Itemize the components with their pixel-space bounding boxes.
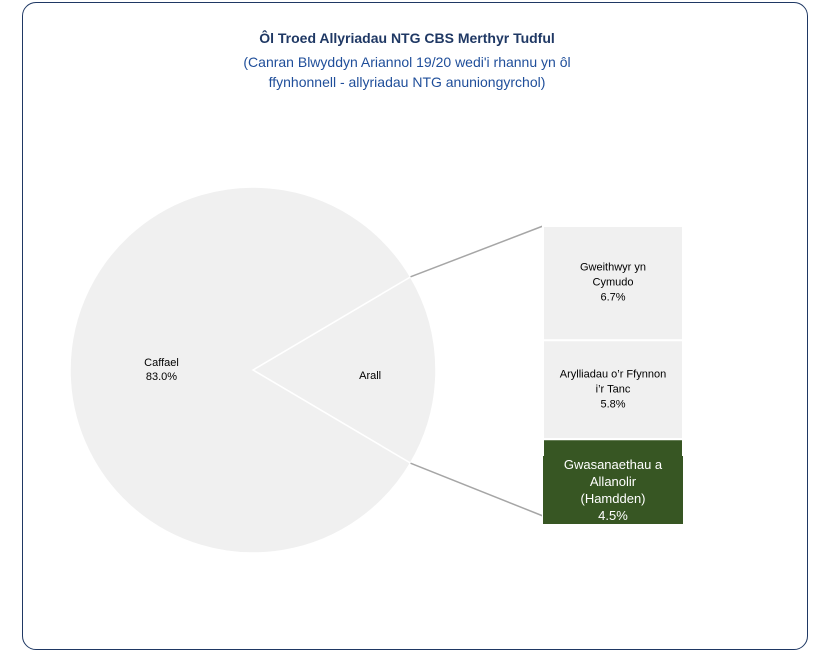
chart-subtitle: (Canran Blwyddyn Ariannol 19/20 wedi'i r… [243,54,571,90]
segment-name: Gwasanaethau a Allanolir (Hamdden) [563,456,663,506]
segment-label: Arylliadau o’r Ffynnon i’r Tanc 5.8% [543,367,683,412]
pie-slice [69,186,412,554]
chart-title: Ôl Troed Allyriadau NTG CBS Merthyr Tudf… [259,30,555,46]
connector-line [410,225,544,278]
segment-value: 5.8% [600,398,626,411]
slice-label: Caffael [144,357,179,369]
segment-label: Gweithwyr yn Cymudo 6.7% [543,261,683,306]
slice-label: Arall [359,370,381,382]
connector-line [410,462,544,517]
pie-slice [251,275,437,465]
bar-segment [542,339,684,441]
slice-value: 83.0% [146,371,177,383]
segment-name: Gweithwyr yn Cymudo [579,261,647,289]
segment-name: Arylliadau o’r Ffynnon i’r Tanc [559,368,667,396]
bar-segment [542,225,684,342]
segment-label: Gwasanaethau a Allanolir (Hamdden) 4.5% [543,455,683,524]
segment-value: 6.7% [600,291,626,304]
chart-frame [22,2,808,650]
segment-value: 4.5% [598,507,628,523]
